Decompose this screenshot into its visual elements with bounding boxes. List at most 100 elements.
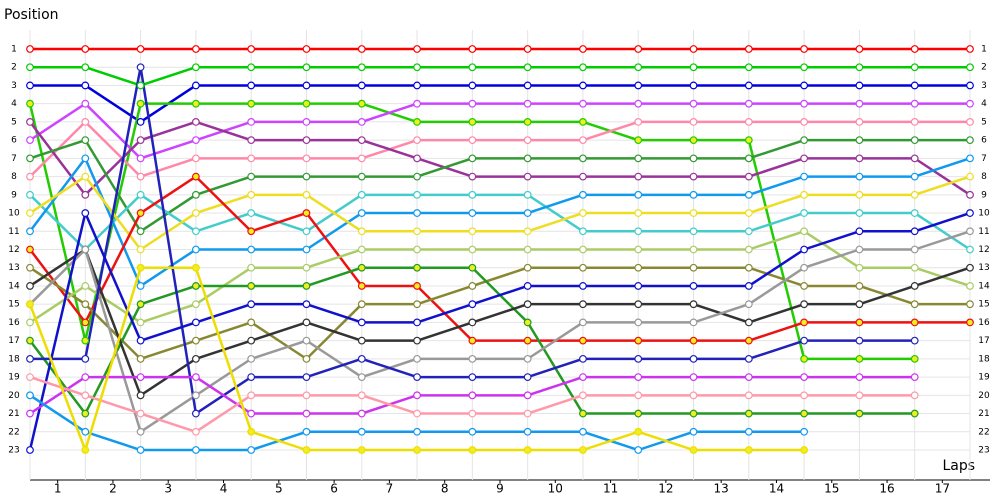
position-marker bbox=[468, 391, 477, 400]
position-marker bbox=[855, 227, 864, 236]
position-marker bbox=[800, 373, 809, 381]
x-tick-label: 11 bbox=[603, 482, 618, 496]
position-marker bbox=[191, 263, 200, 272]
position-marker bbox=[247, 154, 256, 163]
position-marker bbox=[26, 190, 34, 199]
position-marker bbox=[579, 190, 587, 199]
position-marker bbox=[910, 154, 919, 163]
position-marker bbox=[966, 245, 974, 254]
position-marker bbox=[634, 99, 643, 108]
position-marker bbox=[855, 318, 864, 327]
position-marker bbox=[800, 391, 809, 400]
position-marker bbox=[523, 154, 532, 163]
position-marker bbox=[634, 336, 643, 345]
position-marker bbox=[468, 45, 477, 53]
position-marker bbox=[26, 81, 34, 90]
position-marker bbox=[302, 209, 311, 217]
x-tick-label: 12 bbox=[658, 482, 673, 496]
position-marker bbox=[81, 172, 90, 181]
position-marker bbox=[136, 373, 145, 381]
position-marker bbox=[413, 300, 421, 309]
position-marker bbox=[302, 263, 311, 272]
position-marker bbox=[855, 154, 864, 163]
position-marker bbox=[966, 263, 974, 272]
position-marker bbox=[579, 373, 587, 381]
position-marker bbox=[468, 300, 477, 309]
position-marker bbox=[191, 99, 200, 108]
position-marker bbox=[468, 81, 477, 90]
position-marker bbox=[26, 118, 34, 126]
position-marker bbox=[302, 373, 311, 381]
y-tick-label: 19 bbox=[8, 373, 20, 383]
position-marker bbox=[744, 391, 753, 400]
position-marker bbox=[966, 172, 974, 181]
y-tick-label: 6 bbox=[981, 136, 987, 146]
position-marker bbox=[910, 209, 919, 217]
position-marker bbox=[468, 427, 477, 436]
position-marker bbox=[191, 373, 200, 381]
position-marker bbox=[689, 427, 698, 436]
position-marker bbox=[136, 45, 145, 53]
position-marker bbox=[910, 81, 919, 90]
x-tick-label: 17 bbox=[935, 482, 950, 496]
position-marker bbox=[855, 391, 864, 400]
position-marker bbox=[468, 318, 477, 327]
position-marker bbox=[302, 172, 311, 181]
position-marker bbox=[966, 63, 974, 72]
position-marker bbox=[81, 45, 90, 53]
y-tick-label: 1 bbox=[11, 45, 17, 55]
position-marker bbox=[136, 318, 145, 327]
y-tick-label: 7 bbox=[981, 154, 987, 164]
position-marker bbox=[634, 209, 643, 217]
position-marker bbox=[302, 427, 311, 436]
x-tick-label: 9 bbox=[496, 482, 504, 496]
position-marker bbox=[910, 63, 919, 72]
position-marker bbox=[413, 45, 421, 53]
position-marker bbox=[855, 190, 864, 199]
position-marker bbox=[910, 136, 919, 145]
position-marker bbox=[689, 118, 698, 126]
position-marker bbox=[81, 209, 90, 217]
position-marker bbox=[191, 245, 200, 254]
position-marker bbox=[523, 63, 532, 72]
position-marker bbox=[191, 81, 200, 90]
position-marker bbox=[191, 446, 200, 454]
position-marker bbox=[689, 136, 698, 145]
y-axis-label: Position bbox=[4, 7, 59, 23]
position-line bbox=[29, 157, 971, 288]
position-marker bbox=[800, 63, 809, 72]
position-marker bbox=[302, 63, 311, 72]
position-marker bbox=[744, 336, 753, 345]
position-marker bbox=[579, 245, 587, 254]
position-marker bbox=[81, 154, 90, 163]
position-marker bbox=[191, 336, 200, 345]
position-marker bbox=[634, 354, 643, 363]
position-marker bbox=[744, 227, 753, 236]
position-marker bbox=[744, 354, 753, 363]
y-tick-label: 1 bbox=[981, 45, 987, 55]
y-tick-label: 19 bbox=[978, 373, 990, 383]
position-marker bbox=[855, 409, 864, 418]
position-marker bbox=[413, 336, 421, 345]
position-marker bbox=[413, 318, 421, 327]
position-marker bbox=[634, 391, 643, 400]
position-marker bbox=[191, 300, 200, 309]
position-marker bbox=[26, 263, 34, 272]
position-line bbox=[28, 211, 971, 451]
position-marker bbox=[191, 190, 200, 199]
position-marker bbox=[910, 409, 919, 418]
position-line bbox=[29, 120, 970, 178]
y-tick-label: 6 bbox=[11, 136, 17, 146]
position-marker bbox=[744, 190, 753, 199]
position-marker bbox=[191, 318, 200, 327]
position-marker bbox=[523, 209, 532, 217]
position-marker bbox=[357, 391, 366, 400]
x-tick-label: 16 bbox=[879, 482, 894, 496]
position-marker bbox=[523, 336, 532, 345]
position-marker bbox=[26, 373, 34, 381]
position-marker bbox=[579, 354, 587, 363]
position-marker bbox=[910, 227, 919, 236]
position-marker bbox=[689, 63, 698, 72]
y-tick-label: 13 bbox=[8, 263, 19, 273]
